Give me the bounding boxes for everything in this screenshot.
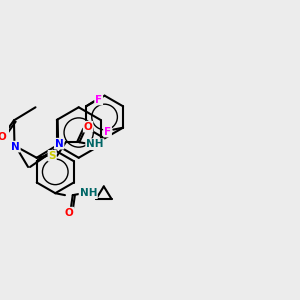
Text: F: F <box>95 94 102 104</box>
Text: NH: NH <box>80 188 97 198</box>
Text: N: N <box>11 142 20 152</box>
Text: O: O <box>0 132 7 142</box>
Text: O: O <box>64 208 73 218</box>
Text: F: F <box>104 127 111 136</box>
Text: N: N <box>55 139 64 149</box>
Text: S: S <box>48 151 56 161</box>
Text: O: O <box>84 122 92 132</box>
Text: NH: NH <box>86 139 104 149</box>
